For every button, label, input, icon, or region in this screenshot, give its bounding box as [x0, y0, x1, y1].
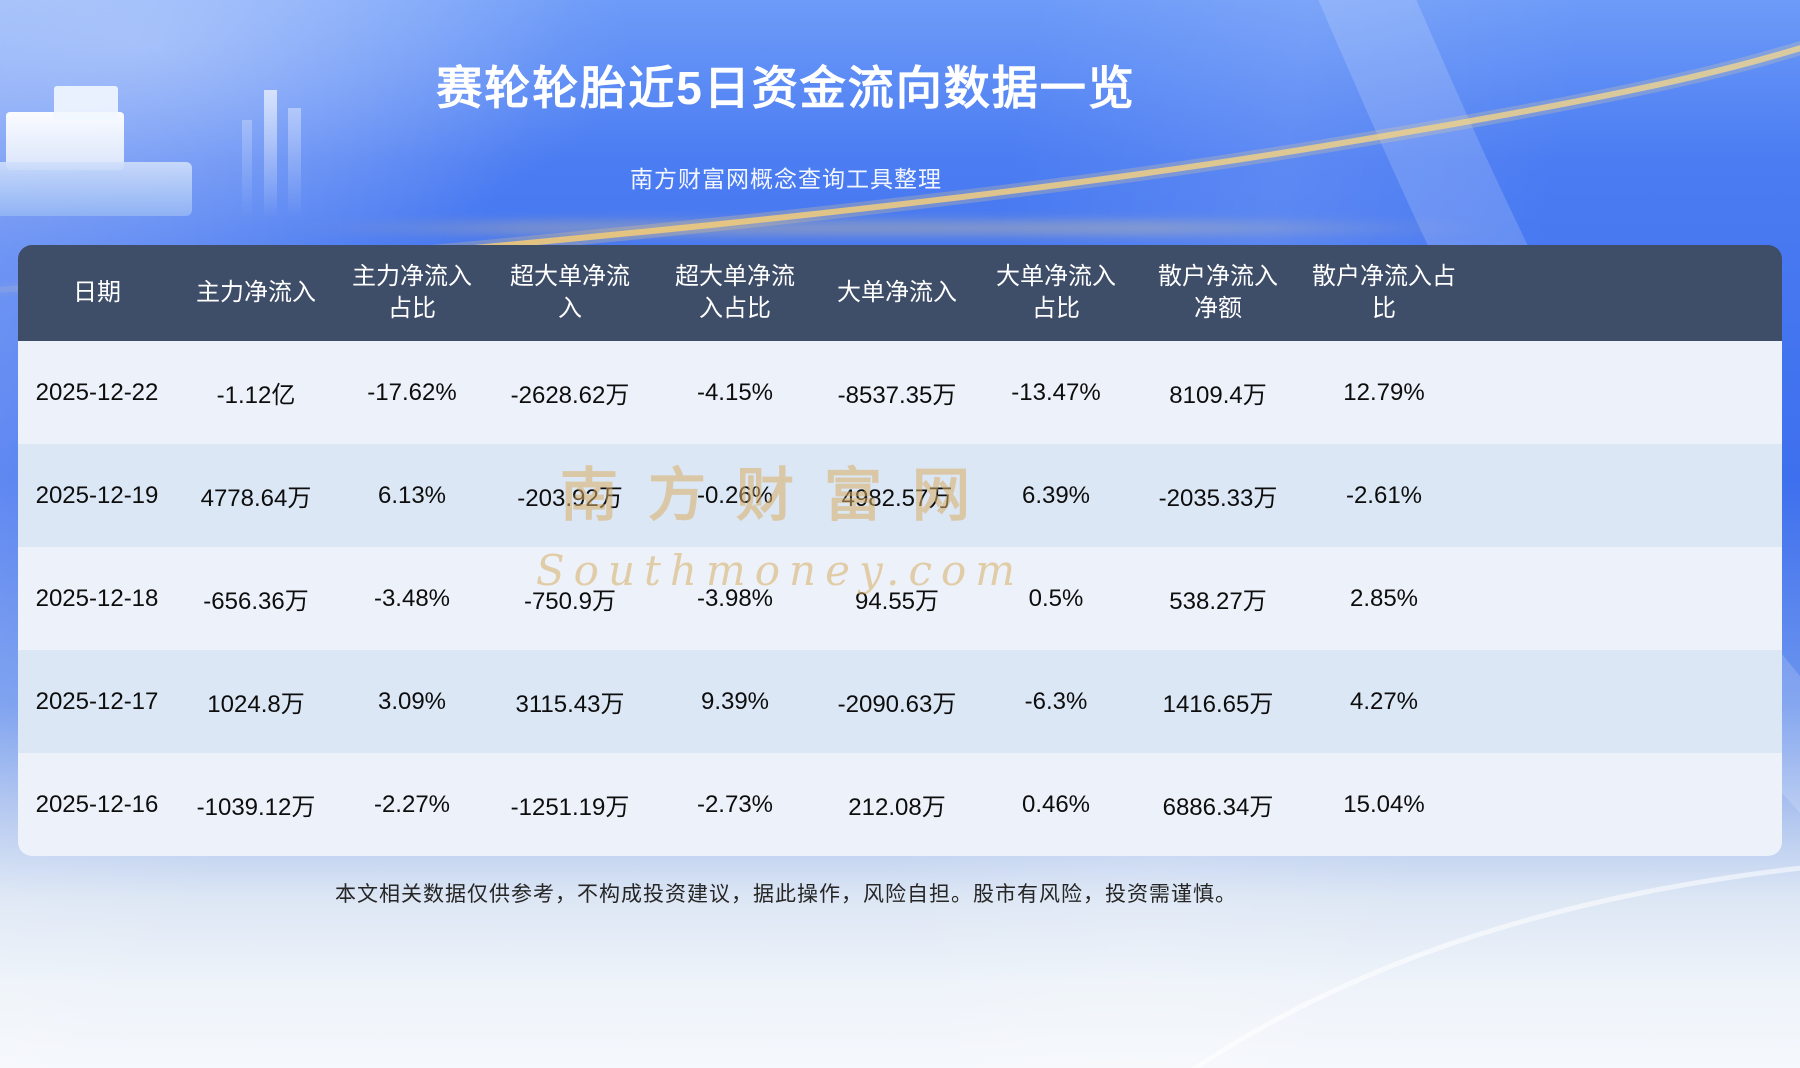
date-cell: 2025-12-18 [18, 547, 176, 650]
header-cell: 主力净流入 [176, 245, 336, 341]
data-cell: -6.3% [976, 650, 1136, 753]
data-cell: -8537.35万 [818, 341, 976, 444]
disclaimer-text: 本文相关数据仅供参考，不构成投资建议，据此操作，风险自担。股市有风险，投资需谨慎… [335, 883, 1237, 906]
table-row: 2025-12-16 -1039.12万 -2.27% -1251.19万 -2.73%… [18, 753, 1782, 856]
page-subtitle: 南方财富网概念查询工具整理 [630, 166, 942, 192]
data-cell: -1251.19万 [488, 753, 652, 856]
fund-flow-table: 日期 主力净流入 主力净流入占比 超大单净流入 超大单净流入占比 大单净流入 大单净流入占比… [18, 245, 1782, 856]
page-title: 赛轮轮胎近5日资金流向数据一览 [436, 62, 1136, 114]
data-cell: 6.13% [336, 444, 488, 547]
header-cell: 散户净流入净额 [1136, 245, 1300, 341]
date-cell: 2025-12-16 [18, 753, 176, 856]
fund-flow-table-wrap: 日期 主力净流入 主力净流入占比 超大单净流入 超大单净流入占比 大单净流入 大单净流入占比… [18, 245, 1782, 856]
header-cell: 大单净流入占比 [976, 245, 1136, 341]
data-cell: 3.09% [336, 650, 488, 753]
data-cell: 15.04% [1300, 753, 1468, 856]
table-header-row: 日期 主力净流入 主力净流入占比 超大单净流入 超大单净流入占比 大单净流入 大单净流入占比… [18, 245, 1782, 341]
data-cell: 0.5% [976, 547, 1136, 650]
table-row: 2025-12-17 1024.8万 3.09% 3115.43万 9.39% -2090… [18, 650, 1782, 753]
date-cell: 2025-12-22 [18, 341, 176, 444]
data-cell: -0.26% [652, 444, 818, 547]
data-cell: 12.79% [1300, 341, 1468, 444]
table-row: 2025-12-22 -1.12亿 -17.62% -2628.62万 -4.15% -8… [18, 341, 1782, 444]
table-row: 2025-12-18 -656.36万 -3.48% -750.9万 -3.98% 94.… [18, 547, 1782, 650]
row-filler-cell [1468, 650, 1782, 753]
header-zone: 赛轮轮胎近5日资金流向数据一览 南方财富网概念查询工具整理 [0, 0, 1572, 194]
date-cell: 2025-12-17 [18, 650, 176, 753]
header-filler-cell [1468, 245, 1782, 341]
row-filler-cell [1468, 753, 1782, 856]
row-filler-cell [1468, 341, 1782, 444]
data-cell: 4778.64万 [176, 444, 336, 547]
data-cell: -13.47% [976, 341, 1136, 444]
data-cell: -2.73% [652, 753, 818, 856]
data-cell: 4982.57万 [818, 444, 976, 547]
data-cell: -203.92万 [488, 444, 652, 547]
data-cell: 4.27% [1300, 650, 1468, 753]
data-cell: 6.39% [976, 444, 1136, 547]
gold-glow-decor [280, 222, 1520, 234]
header-cell: 大单净流入 [818, 245, 976, 341]
data-cell: 0.46% [976, 753, 1136, 856]
data-cell: -17.62% [336, 341, 488, 444]
data-cell: -3.48% [336, 547, 488, 650]
data-cell: 6886.34万 [1136, 753, 1300, 856]
data-cell: -656.36万 [176, 547, 336, 650]
data-cell: 2.85% [1300, 547, 1468, 650]
data-cell: -750.9万 [488, 547, 652, 650]
data-cell: -2035.33万 [1136, 444, 1300, 547]
data-cell: 538.27万 [1136, 547, 1300, 650]
header-cell: 日期 [18, 245, 176, 341]
data-cell: -2.27% [336, 753, 488, 856]
data-cell: 1416.65万 [1136, 650, 1300, 753]
data-cell: -3.98% [652, 547, 818, 650]
table-body: 2025-12-22 -1.12亿 -17.62% -2628.62万 -4.15% -8… [18, 341, 1782, 856]
data-cell: -2.61% [1300, 444, 1468, 547]
data-cell: -2090.63万 [818, 650, 976, 753]
data-cell: -1039.12万 [176, 753, 336, 856]
data-cell: -2628.62万 [488, 341, 652, 444]
header-cell: 超大单净流入 [488, 245, 652, 341]
data-cell: 94.55万 [818, 547, 976, 650]
data-cell: -1.12亿 [176, 341, 336, 444]
row-filler-cell [1468, 444, 1782, 547]
row-filler-cell [1468, 547, 1782, 650]
header-cell: 超大单净流入占比 [652, 245, 818, 341]
table-row: 2025-12-19 4778.64万 6.13% -203.92万 -0.26% 498… [18, 444, 1782, 547]
header-cell: 散户净流入占比 [1300, 245, 1468, 341]
date-cell: 2025-12-19 [18, 444, 176, 547]
data-cell: 3115.43万 [488, 650, 652, 753]
data-cell: -4.15% [652, 341, 818, 444]
data-cell: 9.39% [652, 650, 818, 753]
header-cell: 主力净流入占比 [336, 245, 488, 341]
data-cell: 1024.8万 [176, 650, 336, 753]
data-cell: 8109.4万 [1136, 341, 1300, 444]
data-cell: 212.08万 [818, 753, 976, 856]
